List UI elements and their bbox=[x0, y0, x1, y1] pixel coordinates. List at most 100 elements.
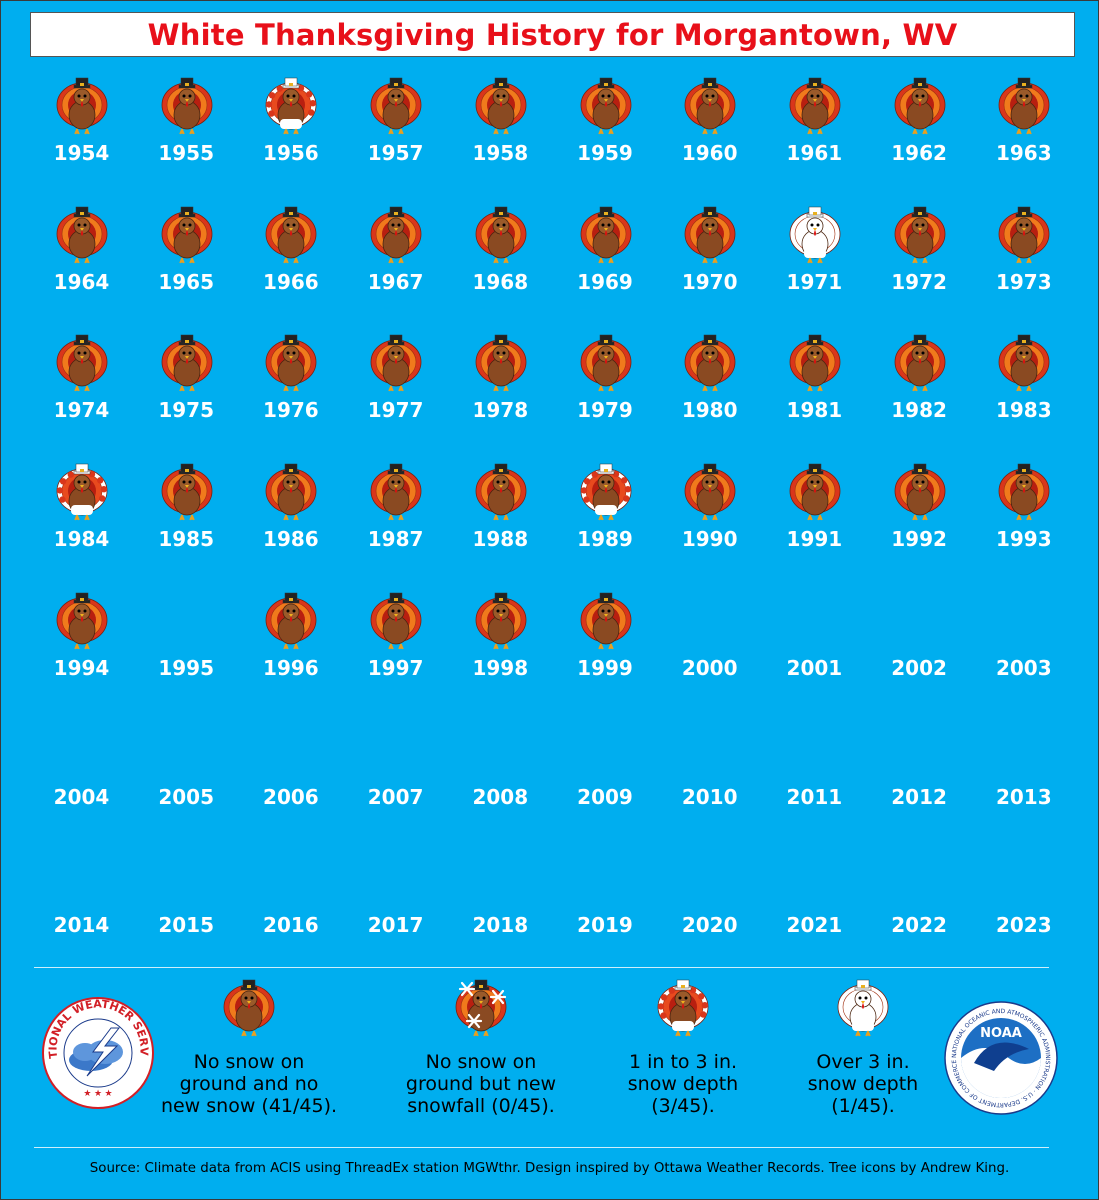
year-label: 1996 bbox=[263, 655, 319, 680]
year-cell: 2014 bbox=[29, 843, 134, 971]
legend-label-line: snowfall (0/45). bbox=[407, 1095, 555, 1117]
year-label: 2015 bbox=[158, 913, 215, 938]
year-cell: 2021 bbox=[762, 843, 867, 971]
year-cell: 1980 bbox=[657, 328, 762, 456]
year-cell: 1959 bbox=[553, 71, 658, 199]
year-cell: 1988 bbox=[448, 457, 553, 585]
turkey-no-snow-icon bbox=[369, 461, 423, 523]
turkey-no-snow-icon bbox=[579, 204, 633, 266]
year-label: 1977 bbox=[367, 398, 424, 423]
turkey-no-snow-icon bbox=[160, 332, 214, 394]
year-cell: 1987 bbox=[343, 457, 448, 585]
turkey-no-snow-icon bbox=[369, 204, 423, 266]
turkey-no-snow-icon bbox=[997, 204, 1051, 266]
turkey-no-snow-icon bbox=[369, 75, 423, 137]
year-label: 1987 bbox=[367, 527, 424, 552]
turkey-no-snow-icon bbox=[369, 332, 423, 394]
turkey-no-snow-icon bbox=[683, 204, 737, 266]
year-cell: 2005 bbox=[134, 715, 239, 843]
year-cell: 1969 bbox=[553, 200, 658, 328]
svg-text:NOAA: NOAA bbox=[980, 1026, 1022, 1041]
turkey-no-snow-icon bbox=[893, 461, 947, 523]
year-label: 1988 bbox=[472, 527, 529, 552]
year-cell: 1985 bbox=[134, 457, 239, 585]
year-label: 1985 bbox=[158, 527, 215, 552]
legend-item: No snow on ground but new snowfall (0/45). bbox=[381, 977, 581, 1117]
year-cell: 1991 bbox=[762, 457, 867, 585]
year-cell: 2016 bbox=[238, 843, 343, 971]
year-label: 1995 bbox=[158, 655, 215, 680]
turkey-1-3-in-icon bbox=[55, 461, 109, 523]
turkey-no-snow-icon bbox=[264, 461, 318, 523]
year-label: 2023 bbox=[995, 913, 1052, 938]
turkey-no-snow-icon bbox=[579, 332, 633, 394]
year-label: 1969 bbox=[577, 269, 633, 294]
year-label: 2002 bbox=[891, 655, 947, 680]
legend-label-line: ground and no bbox=[179, 1073, 319, 1095]
turkey-over-3-in-icon bbox=[835, 977, 891, 1039]
year-cell: 1989 bbox=[553, 457, 658, 585]
title-box: White Thanksgiving History for Morgantow… bbox=[30, 12, 1075, 57]
year-cell: 1972 bbox=[867, 200, 972, 328]
year-label: 1971 bbox=[786, 269, 843, 294]
year-cell: 1998 bbox=[448, 586, 553, 714]
year-cell: 2010 bbox=[657, 715, 762, 843]
legend-label-line: Over 3 in. bbox=[816, 1051, 910, 1073]
year-label: 2017 bbox=[367, 913, 424, 938]
turkey-over-3-in-icon bbox=[788, 204, 842, 266]
turkey-no-snow-icon bbox=[160, 461, 214, 523]
year-cell: 1957 bbox=[343, 71, 448, 199]
year-cell: 1973 bbox=[971, 200, 1076, 328]
year-label: 1966 bbox=[263, 269, 319, 294]
year-cell: 1963 bbox=[971, 71, 1076, 199]
year-label: 2004 bbox=[53, 784, 110, 809]
year-cell: 2012 bbox=[867, 715, 972, 843]
turkey-1-3-in-icon bbox=[655, 977, 711, 1039]
legend-item: 1 in to 3 in. snow depth (3/45). bbox=[583, 977, 783, 1117]
year-label: 1976 bbox=[263, 398, 319, 423]
legend-label: 1 in to 3 in. snow depth (3/45). bbox=[583, 1051, 783, 1117]
legend-label-line: (1/45). bbox=[831, 1095, 895, 1117]
legend-label-line: (3/45). bbox=[651, 1095, 715, 1117]
year-label: 2014 bbox=[53, 913, 110, 938]
year-label: 1984 bbox=[53, 527, 110, 552]
year-cell: 2019 bbox=[553, 843, 658, 971]
year-label: 1999 bbox=[577, 655, 633, 680]
legend-divider-top bbox=[34, 967, 1049, 968]
turkey-no-snow-icon bbox=[997, 332, 1051, 394]
year-label: 1980 bbox=[681, 398, 738, 423]
year-label: 1956 bbox=[263, 141, 319, 165]
turkey-no-snow-icon bbox=[264, 204, 318, 266]
turkey-no-snow-icon bbox=[474, 590, 528, 652]
turkey-no-snow-icon bbox=[474, 75, 528, 137]
year-cell: 1997 bbox=[343, 586, 448, 714]
year-label: 1968 bbox=[472, 269, 529, 294]
year-cell: 1954 bbox=[29, 71, 134, 199]
year-cell: 2013 bbox=[971, 715, 1076, 843]
legend-label-line: new snow (41/45). bbox=[160, 1095, 338, 1117]
year-cell: 1992 bbox=[867, 457, 972, 585]
year-cell: 2007 bbox=[343, 715, 448, 843]
year-label: 1958 bbox=[472, 141, 529, 165]
year-label: 2006 bbox=[263, 784, 319, 809]
turkey-no-snow-icon bbox=[221, 977, 277, 1039]
year-label: 1963 bbox=[995, 141, 1052, 165]
year-cell: 1990 bbox=[657, 457, 762, 585]
year-label: 1972 bbox=[891, 269, 947, 294]
year-cell: 2009 bbox=[553, 715, 658, 843]
legend-item: Over 3 in. snow depth (1/45). bbox=[763, 977, 963, 1117]
turkey-no-snow-icon bbox=[55, 332, 109, 394]
turkey-no-snow-icon bbox=[579, 590, 633, 652]
turkey-no-snow-icon bbox=[55, 590, 109, 652]
year-cell: 1999 bbox=[553, 586, 658, 714]
year-label: 2020 bbox=[681, 913, 738, 938]
year-cell: 2003 bbox=[971, 586, 1076, 714]
year-cell: 1984 bbox=[29, 457, 134, 585]
year-label: 1955 bbox=[158, 141, 215, 165]
turkey-no-snow-icon bbox=[893, 204, 947, 266]
year-label: 1982 bbox=[891, 398, 947, 423]
year-cell: 1993 bbox=[971, 457, 1076, 585]
year-cell: 1994 bbox=[29, 586, 134, 714]
year-label: 1961 bbox=[786, 141, 843, 165]
year-label: 1970 bbox=[681, 269, 738, 294]
